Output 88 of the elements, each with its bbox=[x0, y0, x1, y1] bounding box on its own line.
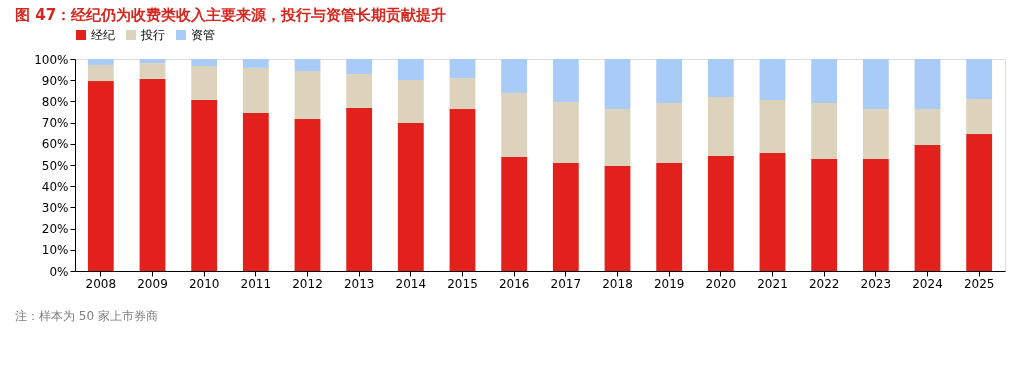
bar bbox=[501, 59, 528, 93]
y-tick-label: 40% bbox=[41, 179, 69, 194]
bar bbox=[966, 99, 993, 135]
bar bbox=[759, 59, 786, 100]
y-tick-label: 20% bbox=[41, 222, 69, 237]
text: 注：样本为 50 家上市券商 bbox=[15, 309, 158, 323]
x-tick-label: 2021 bbox=[757, 276, 788, 291]
bar bbox=[862, 109, 889, 160]
bar bbox=[501, 156, 528, 271]
bar bbox=[966, 134, 993, 271]
bar bbox=[191, 59, 218, 66]
bar bbox=[397, 79, 424, 124]
bar bbox=[552, 102, 579, 164]
bar bbox=[707, 59, 734, 97]
bar bbox=[862, 59, 889, 110]
x-tick-label: 2018 bbox=[602, 276, 633, 291]
x-tick-label: 2010 bbox=[188, 276, 220, 291]
x-tick-label: 2014 bbox=[395, 276, 427, 291]
bar bbox=[707, 96, 734, 157]
bar bbox=[656, 103, 683, 164]
bar bbox=[397, 59, 424, 80]
bar bbox=[656, 59, 683, 104]
bar bbox=[346, 59, 373, 75]
bar bbox=[242, 59, 269, 68]
bar bbox=[87, 64, 114, 82]
x-tick-label: 2017 bbox=[550, 276, 582, 291]
bar bbox=[707, 156, 734, 271]
y-tick-label: 90% bbox=[41, 73, 69, 88]
x-tick-label: 2009 bbox=[137, 276, 168, 291]
bar bbox=[552, 163, 579, 271]
y-tick-label: 80% bbox=[41, 94, 69, 109]
x-tick-label: 2012 bbox=[292, 276, 323, 291]
bar bbox=[449, 78, 476, 110]
bar bbox=[191, 66, 218, 100]
bar bbox=[914, 145, 941, 271]
x-tick-label: 2022 bbox=[808, 276, 840, 291]
bar bbox=[759, 99, 786, 153]
bar bbox=[966, 59, 993, 100]
y-tick-label: 10% bbox=[41, 243, 69, 258]
x-tick-label: 2025 bbox=[963, 276, 995, 291]
x-tick-label: 2015 bbox=[447, 276, 478, 291]
bar bbox=[242, 113, 269, 271]
legend-label: 经纪 bbox=[91, 28, 115, 42]
bar bbox=[811, 103, 838, 160]
y-tick-label: 50% bbox=[41, 158, 69, 173]
bar bbox=[294, 71, 321, 119]
bar bbox=[862, 159, 889, 271]
bar bbox=[87, 81, 114, 271]
y-tick-label: 0% bbox=[49, 264, 69, 279]
x-tick-label: 2016 bbox=[498, 276, 530, 291]
bar bbox=[346, 74, 373, 108]
legend-label: 投行 bbox=[140, 28, 165, 42]
bar bbox=[346, 107, 373, 271]
bar bbox=[501, 92, 528, 157]
bar bbox=[811, 159, 838, 271]
bar bbox=[914, 109, 941, 146]
bar bbox=[604, 109, 631, 167]
bar bbox=[604, 166, 631, 271]
x-tick-label: 2013 bbox=[343, 276, 375, 291]
bar bbox=[242, 67, 269, 114]
x-tick-label: 2023 bbox=[860, 276, 892, 291]
bar bbox=[139, 59, 166, 64]
legend-label: 资管 bbox=[191, 28, 215, 42]
chart-title: 图 47：经纪仍为收费类收入主要来源，投行与资管长期贡献提升 bbox=[15, 6, 447, 24]
x-tick-label: 2008 bbox=[85, 276, 117, 291]
y-tick-label: 70% bbox=[41, 116, 69, 131]
bar bbox=[811, 59, 838, 104]
x-tick-label: 2020 bbox=[705, 276, 737, 291]
bar bbox=[139, 78, 166, 271]
x-tick-label: 2011 bbox=[240, 276, 272, 291]
y-tick-label: 30% bbox=[41, 200, 69, 215]
x-tick-label: 2024 bbox=[912, 276, 943, 291]
bar bbox=[914, 59, 941, 110]
bar bbox=[87, 59, 114, 65]
bar bbox=[139, 63, 166, 79]
bar bbox=[759, 152, 786, 271]
bar bbox=[449, 109, 476, 271]
bar bbox=[604, 59, 631, 110]
bar bbox=[294, 59, 321, 72]
y-tick-label: 60% bbox=[41, 137, 69, 152]
bar bbox=[397, 123, 424, 271]
bar bbox=[449, 59, 476, 79]
bar bbox=[294, 119, 321, 271]
y-tick-label: 100% bbox=[34, 52, 69, 67]
bar bbox=[656, 163, 683, 271]
bar bbox=[552, 59, 579, 103]
bar bbox=[191, 99, 218, 271]
x-tick-label: 2019 bbox=[653, 276, 685, 291]
